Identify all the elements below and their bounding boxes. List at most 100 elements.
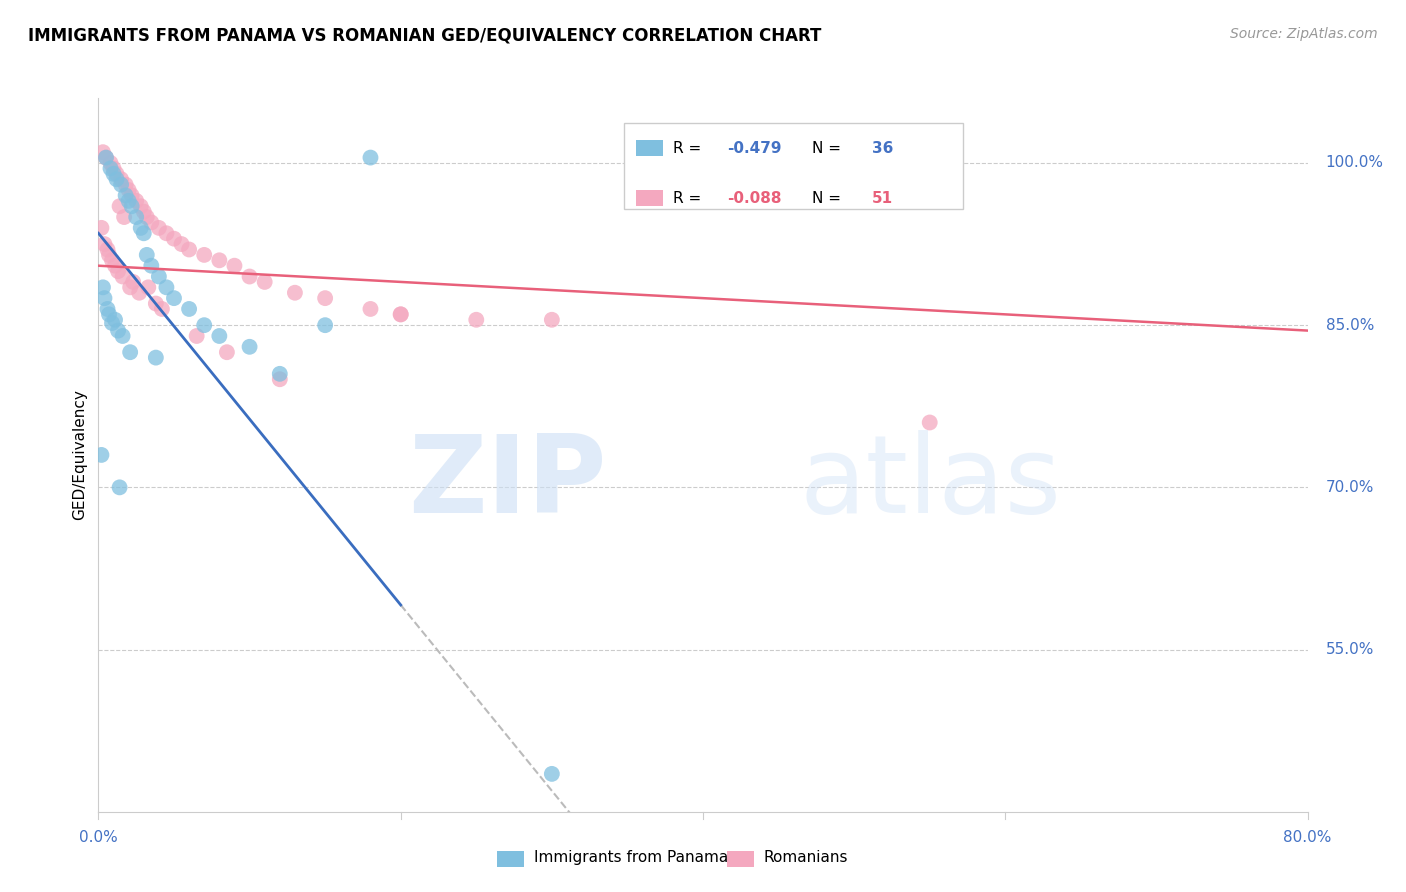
Point [120, 345, 142, 359]
Point [125, 194, 148, 208]
Point [111, 329, 134, 343]
Point [112, 210, 135, 224]
Y-axis label: GED/Equivalency: GED/Equivalency [72, 390, 87, 520]
Point [208, 253, 231, 268]
Point [93, 237, 115, 252]
Point [193, 318, 215, 333]
Point [90, 448, 112, 462]
Point [145, 296, 167, 310]
Text: 85.0%: 85.0% [1326, 318, 1374, 333]
Point [141, 259, 163, 273]
Point [128, 285, 150, 300]
Point [465, 312, 488, 326]
Point [105, 167, 128, 181]
Point [208, 329, 231, 343]
FancyBboxPatch shape [637, 190, 664, 206]
Point [186, 329, 208, 343]
Text: N =: N = [811, 141, 845, 155]
Point [98, 307, 121, 321]
Text: -0.088: -0.088 [727, 191, 782, 205]
Point [121, 199, 143, 213]
Point [155, 227, 177, 241]
Point [101, 253, 124, 268]
Point [103, 167, 125, 181]
Text: 80.0%: 80.0% [1284, 830, 1331, 845]
Point [284, 285, 307, 300]
Point [163, 291, 186, 305]
Text: Romanians: Romanians [763, 850, 848, 865]
Point [141, 215, 163, 229]
Point [148, 220, 170, 235]
Point [114, 178, 136, 192]
Text: 36: 36 [872, 141, 894, 155]
Text: Source: ZipAtlas.com: Source: ZipAtlas.com [1230, 27, 1378, 41]
Point [132, 204, 155, 219]
FancyBboxPatch shape [498, 851, 524, 867]
Point [224, 259, 246, 273]
Point [125, 210, 148, 224]
Point [269, 372, 291, 386]
Point [148, 269, 170, 284]
FancyBboxPatch shape [727, 851, 754, 867]
Point [118, 194, 141, 208]
Point [253, 275, 276, 289]
Text: 55.0%: 55.0% [1326, 642, 1374, 657]
Point [110, 178, 132, 192]
Point [110, 172, 132, 186]
Point [111, 269, 134, 284]
Text: 0.0%: 0.0% [79, 830, 118, 845]
Point [163, 232, 186, 246]
Text: ZIP: ZIP [408, 431, 606, 536]
Point [101, 316, 124, 330]
Point [118, 183, 141, 197]
Point [136, 280, 159, 294]
Point [389, 307, 412, 321]
Point [94, 151, 117, 165]
Text: 51: 51 [872, 191, 893, 205]
Point [108, 199, 131, 213]
Point [96, 243, 118, 257]
Point [314, 291, 336, 305]
Point [269, 367, 291, 381]
Point [239, 340, 262, 354]
Point [120, 280, 142, 294]
Point [314, 318, 336, 333]
Point [98, 248, 121, 262]
Text: R =: R = [672, 141, 706, 155]
Point [91, 280, 114, 294]
Point [114, 188, 136, 202]
Point [122, 275, 145, 289]
Point [193, 248, 215, 262]
Point [179, 301, 201, 316]
Point [129, 199, 152, 213]
Point [96, 301, 118, 316]
Point [540, 767, 562, 781]
Text: 100.0%: 100.0% [1326, 155, 1384, 170]
Point [107, 264, 129, 278]
Point [132, 227, 155, 241]
Point [239, 269, 262, 284]
FancyBboxPatch shape [637, 140, 664, 156]
Text: Immigrants from Panama: Immigrants from Panama [534, 850, 728, 865]
Text: N =: N = [811, 191, 845, 205]
Point [170, 237, 193, 252]
Point [389, 307, 412, 321]
Point [360, 301, 382, 316]
Point [135, 210, 157, 224]
Point [90, 220, 112, 235]
Point [104, 259, 127, 273]
Point [105, 172, 128, 186]
Point [155, 280, 177, 294]
Point [150, 301, 173, 316]
Point [100, 156, 122, 170]
Point [94, 151, 117, 165]
Point [215, 345, 238, 359]
FancyBboxPatch shape [624, 123, 963, 209]
Point [145, 351, 167, 365]
Point [179, 243, 201, 257]
Point [135, 248, 157, 262]
Point [360, 151, 382, 165]
Point [91, 145, 114, 160]
Point [100, 161, 122, 176]
Point [540, 312, 562, 326]
